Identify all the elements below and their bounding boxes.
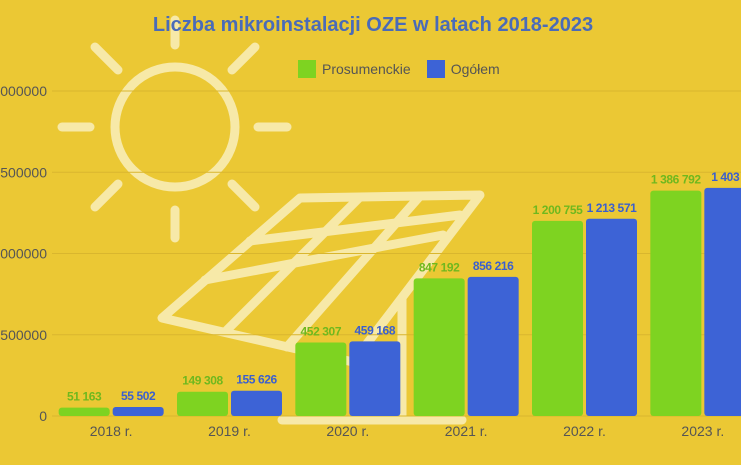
bar-ogolem[interactable] xyxy=(231,390,282,416)
data-label: 1 200 755 xyxy=(533,203,584,217)
y-tick-label: 1500000 xyxy=(0,164,47,180)
grid-layer xyxy=(52,90,741,417)
data-label: 51 163 xyxy=(67,390,102,404)
data-label: 1 213 571 xyxy=(587,201,638,215)
data-label: 155 626 xyxy=(236,373,277,387)
data-label: 847 192 xyxy=(419,260,460,274)
legend-item-ogolem[interactable]: Ogółem xyxy=(426,60,500,78)
bars-layer xyxy=(58,187,741,416)
x-tick-label: 2022 r. xyxy=(563,423,606,439)
y-tick-label: 1000000 xyxy=(0,246,47,262)
bar-ogolem[interactable] xyxy=(112,406,164,416)
x-tick-label: 2019 r. xyxy=(208,423,251,439)
bar-prosumenckie[interactable] xyxy=(413,278,465,416)
legend-swatch-prosumenckie xyxy=(298,60,316,78)
legend-label-prosumenckie: Prosumenckie xyxy=(322,61,411,77)
data-label: 452 307 xyxy=(301,325,342,339)
bar-prosumenckie[interactable] xyxy=(295,342,347,416)
y-tick-label: 2000000 xyxy=(0,83,47,99)
legend: Prosumenckie Ogółem xyxy=(298,60,516,78)
legend-swatch-ogolem xyxy=(426,60,445,78)
labels-layer: 0 500000 1000000 1500000 2000000 51 163 55 502… xyxy=(0,83,741,439)
decoration-layer xyxy=(57,15,485,425)
bar-prosumenckie[interactable] xyxy=(532,220,583,416)
solar-panel-icon xyxy=(157,190,485,425)
x-tick-label: 2023 r. xyxy=(681,423,724,439)
bar-prosumenckie[interactable] xyxy=(650,190,702,416)
bar-prosumenckie[interactable] xyxy=(58,407,110,416)
legend-label-ogolem: Ogółem xyxy=(450,61,500,77)
x-tick-label: 2018 r. xyxy=(90,423,133,439)
sun-icon xyxy=(57,15,292,243)
bar-ogolem[interactable] xyxy=(467,276,519,416)
bar-ogolem[interactable] xyxy=(586,218,637,416)
y-tick-label: 0 xyxy=(39,408,47,424)
data-label: 856 216 xyxy=(473,259,514,273)
data-label: 1 386 792 xyxy=(651,173,702,187)
bar-ogolem[interactable] xyxy=(704,187,741,416)
data-label: 459 168 xyxy=(355,323,396,337)
y-tick-label: 500000 xyxy=(0,327,47,343)
data-label: 55 502 xyxy=(121,389,156,403)
bar-prosumenckie[interactable] xyxy=(177,391,228,416)
bar-ogolem[interactable] xyxy=(349,341,401,416)
data-label: 149 308 xyxy=(182,374,223,388)
data-label: 1 403 8 xyxy=(711,170,741,184)
chart-title: Liczba mikroinstalacji OZE w latach 2018… xyxy=(152,14,594,36)
legend-item-prosumenckie[interactable]: Prosumenckie xyxy=(298,60,411,78)
x-tick-label: 2020 r. xyxy=(326,423,369,439)
x-tick-label: 2021 r. xyxy=(445,423,488,439)
